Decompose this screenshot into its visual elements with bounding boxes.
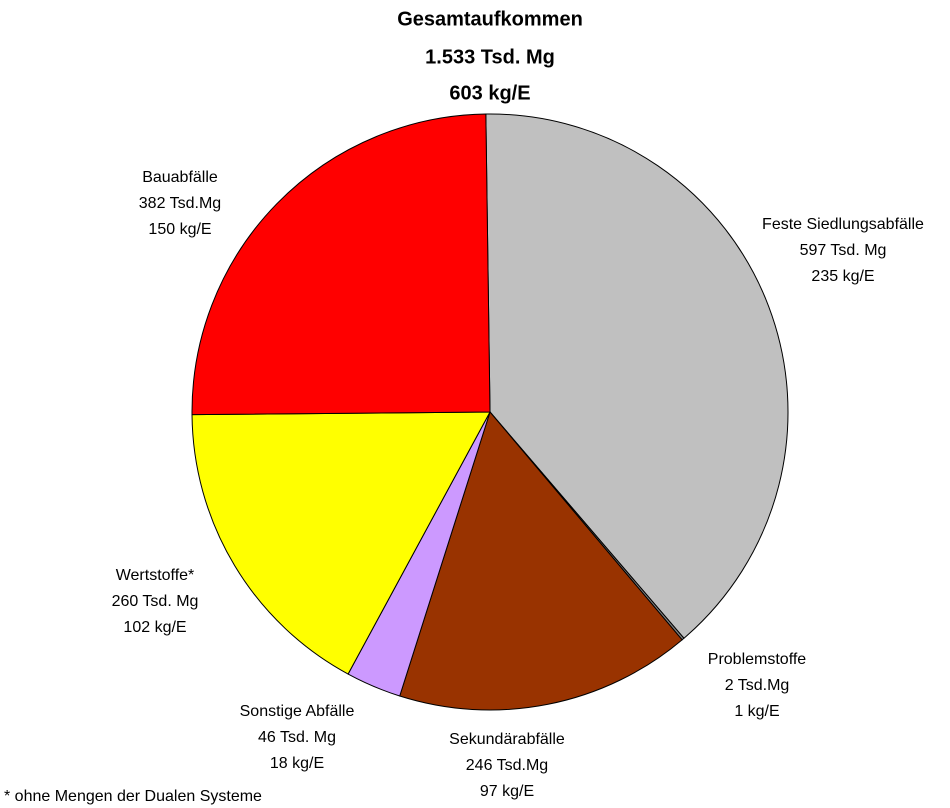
per-capita-label: 18 kg/E [270,755,324,772]
slice-label: Bauabfälle [142,169,218,186]
value-label: 260 Tsd. Mg [112,593,199,610]
per-capita-label: 102 kg/E [123,619,186,636]
pie-slice [191,113,491,416]
slice-label: Problemstoffe [708,651,807,668]
per-capita-label: 1 kg/E [734,703,779,720]
per-capita-label: 235 kg/E [811,268,874,285]
footnote: * ohne Mengen der Dualen Systeme [4,788,262,805]
chart-title: 1.533 Tsd. Mg [425,46,555,68]
value-label: 597 Tsd. Mg [800,242,887,259]
value-label: 46 Tsd. Mg [258,729,336,746]
value-label: 382 Tsd.Mg [139,195,221,212]
per-capita-label: 150 kg/E [148,221,211,238]
pie-slice [485,113,789,639]
chart-title: Gesamtaufkommen [397,8,583,30]
value-label: 246 Tsd.Mg [466,757,548,774]
slice-label: Wertstoffe* [116,567,195,584]
chart-title: 603 kg/E [449,82,530,104]
slice-label: Feste Siedlungsabfälle [762,216,924,233]
slice-label: Sonstige Abfälle [240,703,355,720]
pie-slice [191,411,491,675]
pie-slice [399,410,683,711]
slice-label: Sekundärabfälle [449,731,565,748]
per-capita-label: 97 kg/E [480,783,534,800]
value-label: 2 Tsd.Mg [725,677,790,694]
